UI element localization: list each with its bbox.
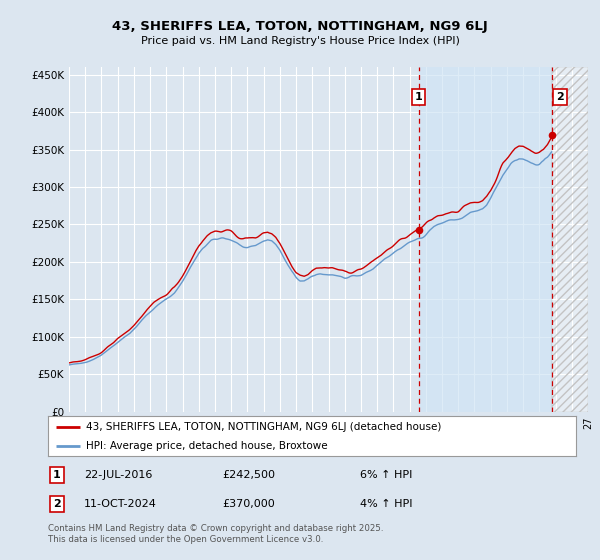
Bar [552,67,588,412]
Text: 2: 2 [556,92,564,102]
Text: 6% ↑ HPI: 6% ↑ HPI [360,470,412,480]
Text: £242,500: £242,500 [222,470,275,480]
Text: HPI: Average price, detached house, Broxtowe: HPI: Average price, detached house, Brox… [86,441,328,451]
Bar [419,67,552,412]
Text: Price paid vs. HM Land Registry's House Price Index (HPI): Price paid vs. HM Land Registry's House … [140,36,460,46]
Text: 22-JUL-2016: 22-JUL-2016 [84,470,152,480]
Text: 2: 2 [53,499,61,509]
Point [414,226,424,235]
Text: 43, SHERIFFS LEA, TOTON, NOTTINGHAM, NG9 6LJ: 43, SHERIFFS LEA, TOTON, NOTTINGHAM, NG9… [112,20,488,32]
Text: 11-OCT-2024: 11-OCT-2024 [84,499,157,509]
Text: 4% ↑ HPI: 4% ↑ HPI [360,499,413,509]
Text: Contains HM Land Registry data © Crown copyright and database right 2025.
This d: Contains HM Land Registry data © Crown c… [48,524,383,544]
Text: 1: 1 [415,92,422,102]
Point [547,130,557,139]
Text: 1: 1 [53,470,61,480]
Bar [552,67,588,412]
Text: 43, SHERIFFS LEA, TOTON, NOTTINGHAM, NG9 6LJ (detached house): 43, SHERIFFS LEA, TOTON, NOTTINGHAM, NG9… [86,422,442,432]
Text: £370,000: £370,000 [222,499,275,509]
